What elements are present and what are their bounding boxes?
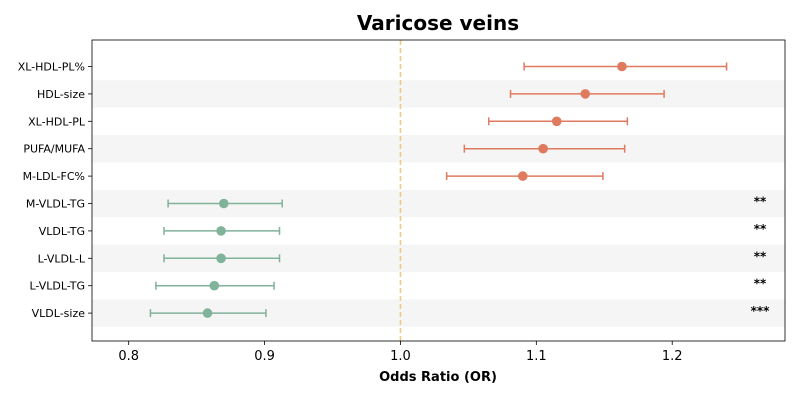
or-point	[219, 198, 229, 209]
significance-label: **	[754, 249, 767, 263]
x-tick-label: 1.1	[526, 349, 547, 364]
y-tick-label: VLDL-TG	[39, 225, 85, 238]
y-tick-label: M-LDL-FC%	[23, 170, 85, 183]
or-point	[216, 253, 226, 264]
x-tick-label: 1.0	[390, 349, 411, 364]
or-point	[551, 116, 562, 127]
y-tick-label: HDL-size	[37, 88, 85, 101]
significance-label: **	[754, 195, 767, 209]
x-tick-label: 0.9	[254, 349, 275, 364]
x-axis-label: Odds Ratio (OR)	[379, 370, 497, 385]
y-tick-label: XL-HDL-PL	[28, 115, 86, 128]
or-point	[216, 226, 226, 236]
y-tick-label: PUFA/MUFA	[23, 143, 85, 156]
x-tick-label: 0.8	[118, 349, 139, 364]
or-point	[517, 171, 528, 181]
y-tick-label: XL-HDL-PL%	[18, 61, 85, 74]
y-tick-label: VLDL-size	[32, 307, 86, 320]
or-point	[209, 280, 220, 291]
significance-label: ***	[751, 304, 771, 318]
x-tick-label: 1.2	[662, 349, 683, 364]
or-point	[202, 308, 213, 318]
row-band	[92, 80, 785, 108]
y-tick-label: L-VLDL-L	[38, 252, 86, 265]
chart-title: Varicose veins	[357, 11, 519, 35]
plot-frame	[91, 39, 786, 342]
y-tick-label: L-VLDL-TG	[29, 280, 85, 293]
y-tick-label: M-VLDL-TG	[26, 198, 85, 211]
or-point	[538, 143, 548, 154]
row-band	[92, 135, 785, 163]
significance-labels: ***********	[751, 195, 771, 319]
or-point	[580, 89, 591, 99]
x-axis-ticks: 0.8 0.9 1.0 1.1 1.2	[118, 341, 683, 364]
plot-marks	[149, 61, 728, 318]
y-tick-labels: XL-HDL-PL% HDL-size XL-HDL-PL PUFA/MUFA M-LD…	[18, 61, 92, 320]
significance-label: **	[754, 222, 767, 236]
significance-label: **	[754, 277, 767, 291]
or-point	[617, 61, 627, 72]
